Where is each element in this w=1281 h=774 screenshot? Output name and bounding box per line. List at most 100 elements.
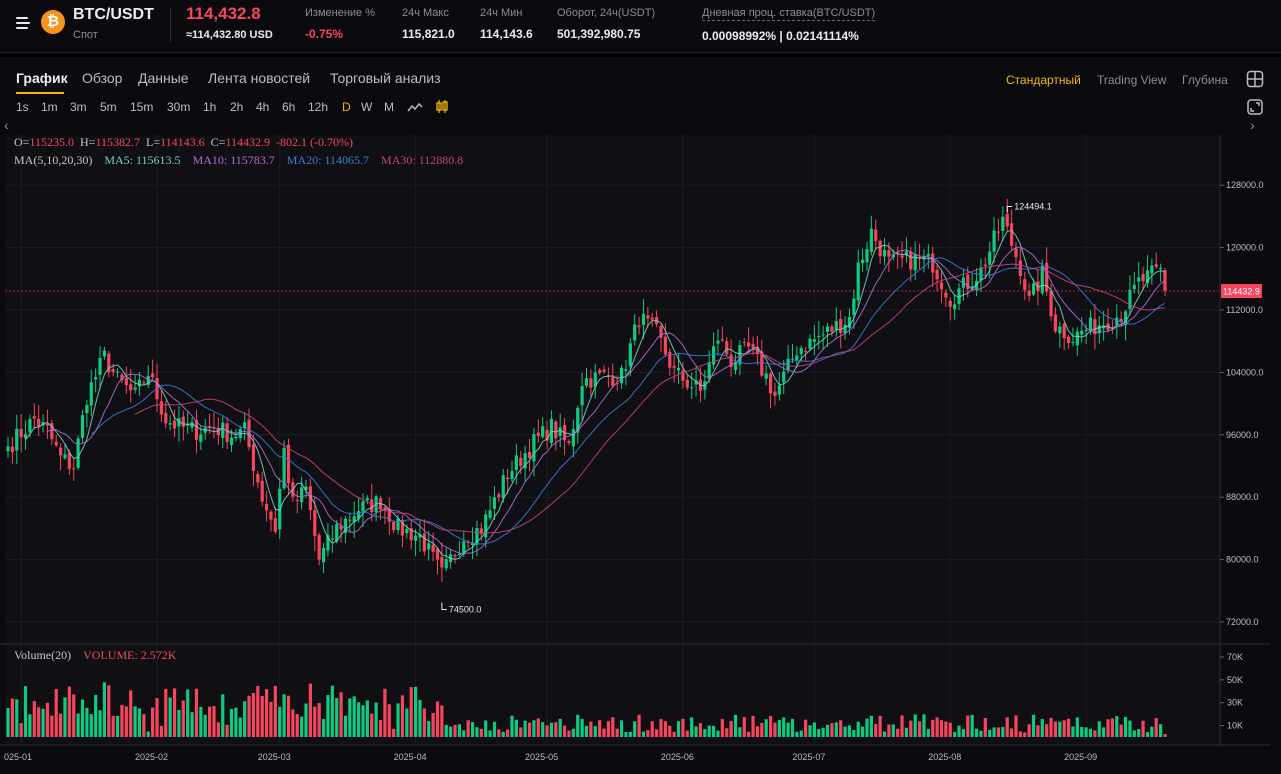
candle-body xyxy=(23,434,28,439)
candle-body xyxy=(313,510,317,536)
volume-tick-label: 50K xyxy=(1227,675,1243,685)
view-standard[interactable]: Стандартный xyxy=(1006,73,1081,87)
tf-1s[interactable]: 1s xyxy=(16,100,29,114)
candle-body xyxy=(619,367,624,384)
candle-body xyxy=(1049,291,1053,317)
volume-bar xyxy=(1159,724,1163,737)
stat-label[interactable]: Дневная проц. ставка(BTC/USDT) xyxy=(702,7,876,21)
active-tab-indicator xyxy=(16,92,64,94)
candle-body xyxy=(1119,318,1123,323)
line-chart-icon[interactable] xyxy=(407,101,423,113)
tab-trading-analysis[interactable]: Торговый анализ xyxy=(330,70,441,86)
tf-15m[interactable]: 15m xyxy=(130,100,154,114)
candle-body xyxy=(992,230,996,252)
candle-body xyxy=(874,229,878,242)
y-tick-label: 88000.0 xyxy=(1226,492,1259,502)
tf-2h[interactable]: 2h xyxy=(230,100,244,114)
volume-bar xyxy=(1001,727,1005,737)
volume-bar xyxy=(295,714,299,737)
tf-w[interactable]: W xyxy=(361,100,373,114)
chevron-right-icon[interactable]: › xyxy=(1250,117,1255,133)
candle-body xyxy=(216,428,220,436)
ma10-line xyxy=(47,246,1166,555)
volume-bar xyxy=(76,713,80,737)
tf-30m[interactable]: 30m xyxy=(167,100,191,114)
pair-name[interactable]: BTC/USDT xyxy=(73,6,154,23)
candle-body xyxy=(115,371,120,373)
volume-bar xyxy=(790,718,795,737)
tf-d[interactable]: D xyxy=(342,100,351,114)
menu-icon[interactable] xyxy=(16,14,34,32)
low-marker-arrow xyxy=(441,602,447,610)
tab-data[interactable]: Данные xyxy=(138,70,189,86)
candle-body xyxy=(852,298,856,315)
candle-body xyxy=(431,544,435,552)
volume-bar xyxy=(619,720,624,737)
volume-bar xyxy=(1150,726,1154,737)
volume-bar xyxy=(804,719,808,737)
candle-body xyxy=(1023,279,1027,291)
candle-body xyxy=(1115,317,1119,325)
view-tradingview[interactable]: Trading View xyxy=(1097,73,1167,87)
tab-chart[interactable]: График xyxy=(16,70,68,86)
candlestick-icon[interactable] xyxy=(435,99,449,114)
volume-bar xyxy=(545,725,549,737)
volume-bar xyxy=(85,707,89,737)
candle-body xyxy=(422,533,426,552)
volume-bar xyxy=(365,700,369,737)
tab-news-feed[interactable]: Лента новостей xyxy=(208,70,311,86)
volume-bar xyxy=(931,719,935,737)
volume-bar xyxy=(190,712,194,737)
candle-body xyxy=(751,344,755,349)
view-depth[interactable]: Глубина xyxy=(1182,73,1228,87)
volume-bar xyxy=(497,729,501,737)
volume-bar xyxy=(839,720,843,737)
tf-1m[interactable]: 1m xyxy=(41,100,58,114)
candle-body xyxy=(685,379,689,388)
candle-body xyxy=(339,525,343,530)
tab-overview[interactable]: Обзор xyxy=(82,70,123,86)
volume-bar xyxy=(67,686,71,737)
volume-bar xyxy=(124,706,128,737)
candle-body xyxy=(672,365,676,368)
volume-bar xyxy=(1110,718,1115,737)
tf-m[interactable]: M xyxy=(384,100,394,114)
candle-body xyxy=(89,382,93,406)
stat-value: 115,821.0 xyxy=(402,27,455,41)
layout-grid-icon[interactable] xyxy=(1246,70,1264,88)
tf-1h[interactable]: 1h xyxy=(203,100,217,114)
candle-body xyxy=(527,451,532,458)
x-tick-label: 2025-04 xyxy=(394,752,427,762)
open-value: 115235.0 xyxy=(29,135,74,149)
volume-bar xyxy=(1132,730,1136,737)
tf-6h[interactable]: 6h xyxy=(282,100,296,114)
volume-bar xyxy=(519,727,523,737)
volume-bar xyxy=(882,731,887,737)
x-tick-label: 2025-08 xyxy=(928,752,961,762)
volume-bar xyxy=(1128,720,1132,737)
tf-12h[interactable]: 12h xyxy=(308,100,329,114)
top-bar: ₿ BTC/USDT Спот 114,432.8 ≈114,432.80 US… xyxy=(0,0,1281,53)
tf-4h[interactable]: 4h xyxy=(256,100,270,114)
volume-bar xyxy=(974,728,979,737)
candle-body xyxy=(931,253,935,273)
candle-body xyxy=(392,522,396,531)
volume-bar xyxy=(159,725,163,737)
ma-title: MA(5,10,20,30) xyxy=(14,153,93,167)
stat-value: -0.75% xyxy=(305,27,344,41)
stat-interest-rate[interactable]: Дневная проц. ставка(BTC/USDT) 0.0009899… xyxy=(702,7,876,43)
ma30-label: MA30: xyxy=(381,153,416,167)
candle-body xyxy=(41,421,45,426)
candle-body xyxy=(317,534,321,560)
tf-3m[interactable]: 3m xyxy=(70,100,87,114)
fullscreen-icon[interactable] xyxy=(1247,99,1263,115)
candle-body xyxy=(243,422,247,429)
volume-bar xyxy=(133,706,137,737)
volume-bar xyxy=(834,722,838,737)
volume-bar xyxy=(1071,726,1075,737)
chevron-left-icon[interactable]: ‹ xyxy=(4,117,9,133)
volume-bar xyxy=(707,725,711,737)
tf-5m[interactable]: 5m xyxy=(100,100,117,114)
candle-body xyxy=(584,378,589,386)
